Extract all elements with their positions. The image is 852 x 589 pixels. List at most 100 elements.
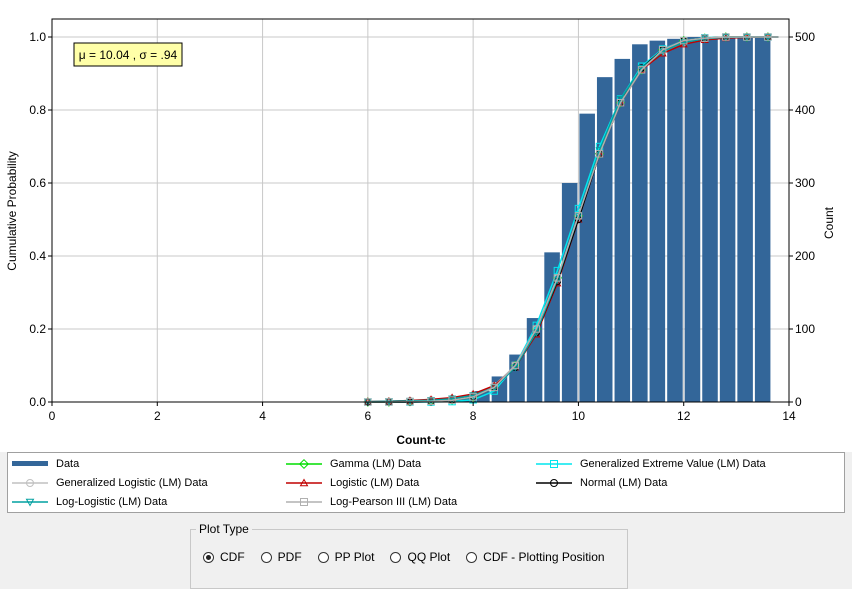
plot-type-options: CDF PDF PP Plot QQ Plot CDF - Plotting Posit… [203, 550, 621, 564]
radio-label: CDF [220, 550, 245, 564]
x-tick-label: 14 [782, 409, 796, 423]
x-tick-label: 2 [154, 409, 161, 423]
y2-tick-label: 100 [795, 322, 815, 336]
square-marker [680, 36, 688, 45]
plot-type-radio-qq-plot[interactable]: QQ Plot [390, 550, 450, 564]
legend-item: Gamma (LM) Data [286, 455, 421, 473]
legend-swatch [12, 498, 48, 507]
legend-label: Generalized Extreme Value (LM) Data [580, 458, 766, 470]
legend-label: Gamma (LM) Data [330, 458, 422, 470]
annotation-box [73, 42, 183, 67]
plot-type-title: Plot Type [196, 522, 252, 536]
radio-label: PDF [277, 550, 302, 564]
legend-label: Generalized Logistic (LM) Data [56, 477, 208, 489]
legend-label: Logistic (LM) Data [330, 477, 420, 489]
y-axis-label: Cumulative Probability [5, 151, 19, 270]
square-marker [490, 383, 498, 392]
radio-circle[interactable] [466, 551, 478, 563]
square-marker [722, 33, 730, 41]
grid [52, 19, 789, 402]
radio-circle[interactable] [260, 551, 272, 563]
legend-label: Log-Logistic (LM) Data [56, 496, 168, 508]
square-marker [658, 46, 667, 54]
stats-annotation: μ = 10.04 , σ = .94 [73, 42, 183, 67]
triangle-down-marker [574, 212, 583, 221]
square-marker [701, 34, 709, 42]
legend-item: Data [12, 455, 79, 473]
circle-marker [26, 479, 34, 487]
legend-label: Log-Pearson III (LM) Data [330, 496, 458, 508]
square-marker [511, 361, 519, 370]
square-marker [574, 212, 583, 220]
data-bar [456, 396, 473, 402]
y2-tick-label: 0 [795, 395, 802, 409]
legend-swatch [536, 460, 572, 468]
y-tick-label: 0.8 [29, 103, 46, 117]
triangle-up-marker [299, 478, 309, 487]
axes: 0 2 4 6 8 10 12 14 0.0 0.2 0.4 0.6 0.8 1.0 0 100 200 300 4… [29, 30, 815, 423]
y2-tick-label: 400 [795, 103, 815, 117]
legend-swatch [12, 479, 48, 487]
legend-label: Data [56, 458, 80, 470]
legend-swatch [12, 461, 48, 466]
y2-tick-label: 500 [795, 30, 815, 44]
square-marker [764, 33, 772, 41]
legend-item: Normal (LM) Data [536, 474, 667, 492]
x-tick-label: 0 [49, 409, 56, 423]
data-bar [684, 37, 701, 402]
x-tick-label: 6 [365, 409, 372, 423]
radio-circle[interactable] [317, 551, 329, 563]
radio-circle[interactable] [203, 551, 214, 563]
legend: Data Gamma (LM) Data Generalized Extreme V… [7, 452, 845, 513]
data-bar [702, 37, 718, 402]
legend-swatch [286, 498, 322, 506]
plot-type-radio-cdf[interactable]: CDF [203, 550, 245, 564]
y-tick-label: 0.2 [29, 322, 46, 336]
annotation-text: μ = 10.04 , σ = .94 [79, 48, 178, 62]
y2-tick-label: 300 [795, 176, 815, 190]
data-bar [632, 44, 648, 403]
radio-label: QQ Plot [407, 550, 451, 564]
x-tick-label: 4 [259, 409, 266, 423]
radio-label: PP Plot [334, 550, 375, 564]
plot-type-radio-pp-plot[interactable]: PP Plot [317, 550, 375, 564]
data-bars [368, 37, 771, 403]
data-bar [737, 37, 753, 402]
square-marker [532, 325, 541, 333]
y2-tick-label: 200 [795, 249, 815, 263]
square-marker [595, 150, 604, 158]
y2-axis-label: Count [822, 206, 836, 239]
square-marker [637, 66, 646, 74]
plot-frame [51, 18, 790, 403]
x-tick-label: 12 [677, 409, 691, 423]
data-bar [579, 113, 595, 403]
series-line [367, 36, 779, 403]
square-marker [743, 33, 751, 41]
data-bar [667, 38, 683, 402]
cdf-chart: 0 2 4 6 8 10 12 14 0.0 0.2 0.4 0.6 0.8 1.0 0 100 200 300 4… [0, 0, 852, 452]
triangle-down-marker [25, 498, 35, 507]
circle-marker [550, 479, 558, 487]
y-tick-label: 0.4 [29, 249, 46, 263]
data-bar [719, 37, 736, 402]
square-marker [553, 274, 562, 282]
legend-item: Log-Logistic (LM) Data [12, 493, 167, 511]
plot-type-group: Plot Type CDF PDF PP Plot QQ Plot CDF - Plot… [190, 522, 628, 589]
legend-swatch [286, 478, 322, 487]
triangle-down-marker [700, 35, 709, 44]
fit-lines [363, 32, 779, 407]
square-marker [469, 393, 477, 401]
legend-label: Normal (LM) Data [580, 477, 668, 489]
radio-circle[interactable] [390, 551, 402, 563]
y-tick-label: 0.0 [29, 395, 46, 409]
series-log-pearson-iii-lm-data [364, 33, 779, 406]
square-marker [427, 397, 435, 405]
data-bar [649, 40, 666, 403]
plot-type-radio-pdf[interactable]: PDF [260, 550, 302, 564]
plot-type-radio-cdf-plotting-position[interactable]: CDF - Plotting Position [466, 550, 605, 564]
legend-swatch [286, 458, 322, 470]
x-tick-label: 10 [572, 409, 586, 423]
data-bar [544, 252, 560, 402]
square-marker [550, 460, 558, 468]
legend-item: Generalized Extreme Value (LM) Data [536, 455, 766, 473]
